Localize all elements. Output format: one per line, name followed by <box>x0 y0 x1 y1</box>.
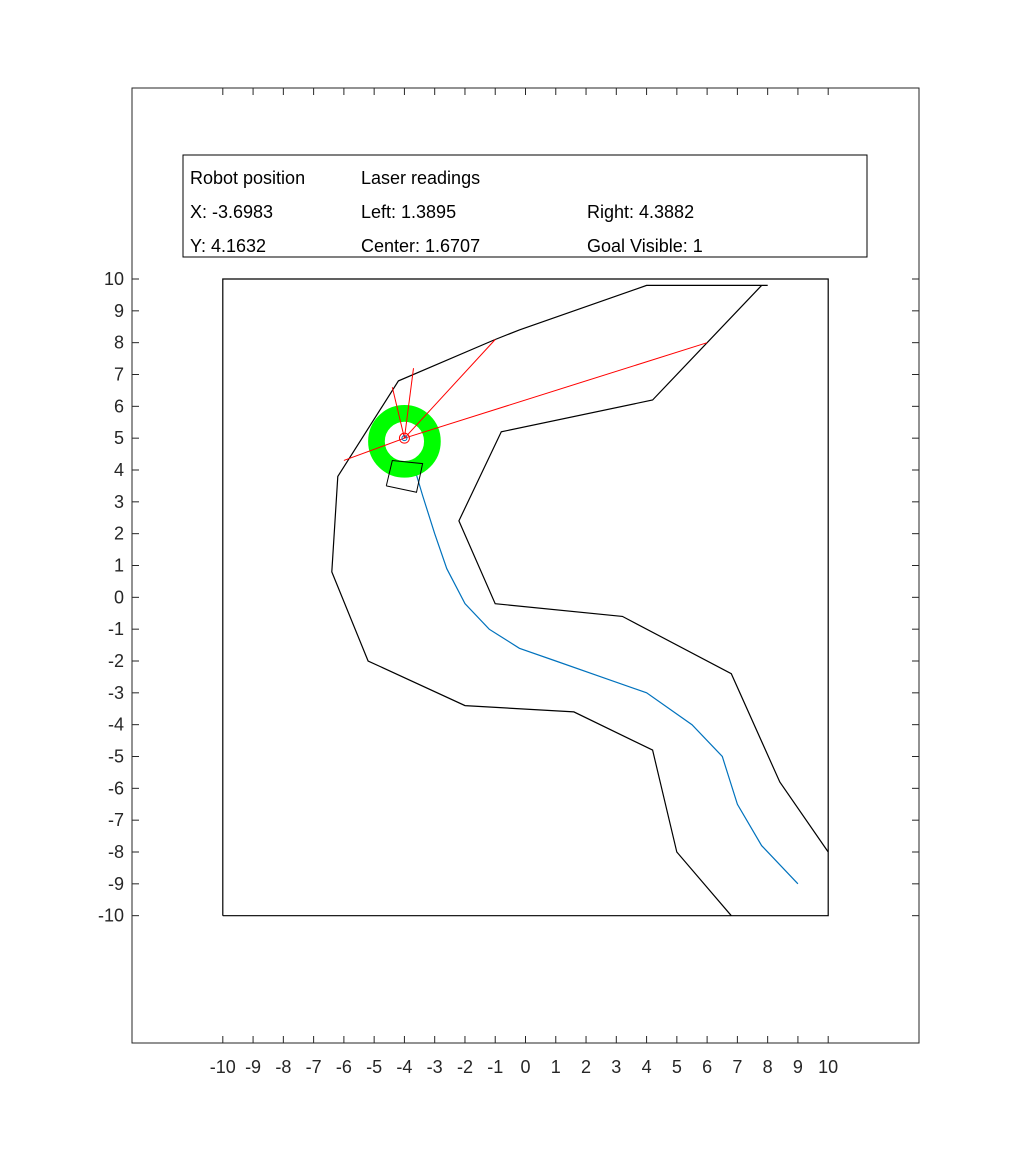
laser-ray <box>343 437 405 461</box>
map-layer <box>222 278 829 917</box>
x-tick-label: -3 <box>427 1057 443 1077</box>
y-tick-label: 2 <box>114 524 124 544</box>
laser-ray <box>391 387 405 439</box>
goal-visible-value: Goal Visible: 1 <box>587 236 703 256</box>
x-axis-ticks: -10 -9 -8 -7 -6 -5 -4 -3 -2 -1 0 1 2 3 4 5 6 7 8 9 10 <box>210 88 838 1077</box>
x-tick-label: -5 <box>366 1057 382 1077</box>
y-tick-label: 3 <box>114 492 124 512</box>
corridor-inner-wall <box>458 284 829 853</box>
x-tick-label: -8 <box>275 1057 291 1077</box>
x-tick-label: -9 <box>245 1057 261 1077</box>
goal-ring <box>368 405 441 478</box>
robot-marker <box>398 432 410 444</box>
y-tick-label: -8 <box>108 842 124 862</box>
laser-left-value: Left: 1.3895 <box>361 202 456 222</box>
y-tick-label: 7 <box>114 365 124 385</box>
corridor-outer-wall <box>331 284 768 917</box>
y-tick-label: -2 <box>108 651 124 671</box>
x-tick-label: -1 <box>487 1057 503 1077</box>
x-tick-label: 3 <box>611 1057 621 1077</box>
robot-x-value: X: -3.6983 <box>190 202 273 222</box>
x-tick-label: 1 <box>551 1057 561 1077</box>
x-tick-label: 9 <box>793 1057 803 1077</box>
laser-readings-label: Laser readings <box>361 168 480 188</box>
x-tick-label: -4 <box>396 1057 412 1077</box>
y-tick-label: -1 <box>108 619 124 639</box>
x-tick-label: 8 <box>763 1057 773 1077</box>
y-tick-label: -10 <box>98 906 124 926</box>
x-tick-label: 4 <box>642 1057 652 1077</box>
y-tick-label: 0 <box>114 587 124 607</box>
laser-ray <box>404 342 708 439</box>
y-tick-label: -7 <box>108 810 124 830</box>
x-tick-label: 10 <box>818 1057 838 1077</box>
robot-marker-inner <box>401 435 408 442</box>
x-tick-label: 0 <box>520 1057 530 1077</box>
x-tick-label: 2 <box>581 1057 591 1077</box>
y-tick-label: 4 <box>114 460 124 480</box>
y-tick-label: -9 <box>108 874 124 894</box>
laser-center-value: Center: 1.6707 <box>361 236 480 256</box>
laser-right-value: Right: 4.3882 <box>587 202 694 222</box>
x-tick-label: 5 <box>672 1057 682 1077</box>
y-tick-label: 8 <box>114 333 124 353</box>
x-tick-label: 6 <box>702 1057 712 1077</box>
robot-position-label: Robot position <box>190 168 305 188</box>
y-tick-label: 6 <box>114 396 124 416</box>
y-tick-label: -3 <box>108 683 124 703</box>
robot-body <box>385 459 424 493</box>
y-tick-label: -4 <box>108 715 124 735</box>
x-tick-label: -6 <box>336 1057 352 1077</box>
info-panel-box <box>182 154 868 258</box>
y-tick-label: 10 <box>104 269 124 289</box>
y-tick-label: 5 <box>114 428 124 448</box>
robot-trajectory <box>412 464 799 885</box>
y-tick-label: -5 <box>108 747 124 767</box>
x-tick-label: -2 <box>457 1057 473 1077</box>
laser-ray <box>403 368 414 439</box>
x-tick-label: -7 <box>306 1057 322 1077</box>
boundary-wall <box>222 278 829 917</box>
y-tick-label: 9 <box>114 301 124 321</box>
info-panel: Robot position Laser readings X: -3.6983… <box>182 154 868 258</box>
x-tick-label: 7 <box>732 1057 742 1077</box>
y-tick-label: -6 <box>108 778 124 798</box>
x-tick-label: -10 <box>210 1057 236 1077</box>
y-tick-label: 1 <box>114 556 124 576</box>
laser-ray <box>404 339 496 439</box>
robot-y-value: Y: 4.1632 <box>190 236 266 256</box>
